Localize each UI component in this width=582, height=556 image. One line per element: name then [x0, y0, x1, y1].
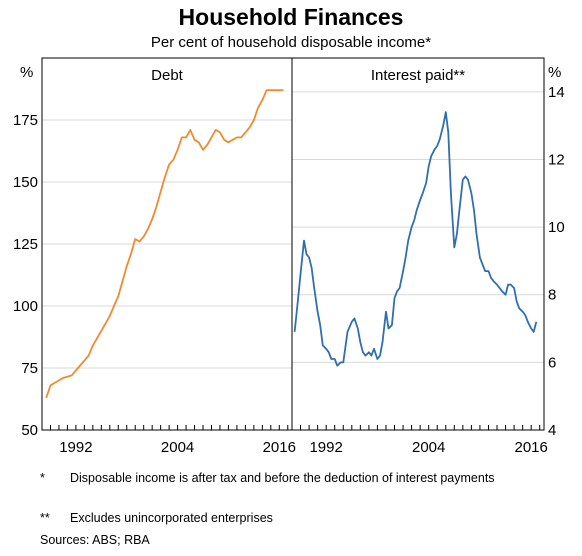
x-tick-label: 2016 — [514, 439, 547, 456]
y-tick-label: 50 — [21, 422, 38, 439]
chart-subtitle: Per cent of household disposable income* — [150, 34, 432, 51]
footnote-2-mark: ** — [40, 511, 50, 525]
y-tick-label: 14 — [548, 84, 565, 101]
y-tick-label: 8 — [548, 287, 556, 304]
x-tick-label: 1992 — [59, 439, 92, 456]
y-tick-label: 4 — [548, 422, 556, 439]
y-tick-label: 175 — [13, 112, 38, 129]
series-line-interest-paid — [293, 111, 538, 367]
panel-title-interest: Interest paid** — [371, 67, 465, 84]
plot-frame — [41, 57, 545, 431]
y-tick-label: 150 — [13, 174, 38, 191]
y-tick-label: 75 — [21, 360, 38, 377]
x-tick-label: 1992 — [309, 439, 342, 456]
y-tick-label: 12 — [548, 151, 565, 168]
y-tick-label: 100 — [13, 298, 38, 315]
y-tick-label: 6 — [548, 354, 556, 371]
y-axis-unit-label: % — [548, 64, 561, 81]
y-axis-unit-label: % — [20, 64, 33, 81]
x-tick-label: 2004 — [412, 439, 445, 456]
footnote-1-mark: * — [40, 471, 45, 485]
y-tick-label: 125 — [13, 236, 38, 253]
footnote-1-text: Disposable income is after tax and befor… — [70, 471, 495, 485]
panel-title-debt: Debt — [151, 67, 184, 84]
series-line-debt — [45, 89, 284, 399]
footnote-2-text: Excludes unincorporated enterprises — [70, 511, 273, 525]
chart-figure: 1992 2004 2016 50 75 100 125 150 175% Debt 1992 200… — [13, 57, 565, 456]
x-tick-label: 2004 — [161, 439, 194, 456]
x-tick-label: 2016 — [263, 439, 296, 456]
chart-title: Household Finances — [178, 4, 404, 30]
sources-note: Sources: ABS; RBA — [40, 533, 150, 547]
y-tick-label: 10 — [548, 219, 565, 236]
